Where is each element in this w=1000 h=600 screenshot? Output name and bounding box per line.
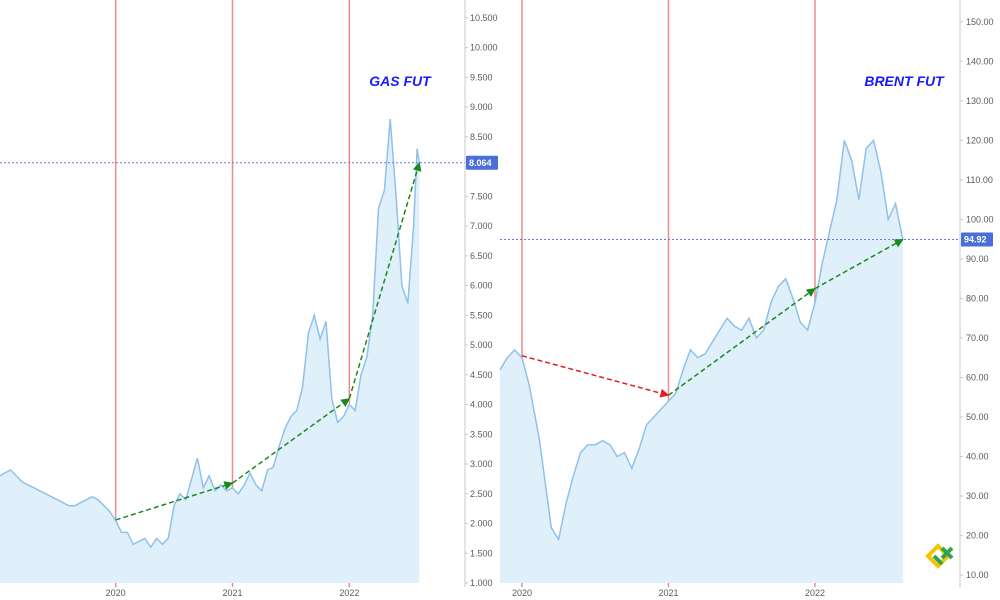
gas-y-tick-10.000: 10.000 (470, 43, 498, 53)
gas-x-axis: 2020 2021 2022 (106, 588, 360, 598)
gas-price-line (0, 118, 421, 549)
brent-y-axis: 10.00 20.00 30.00 40.00 50.00 60.00 70.00 80.00… (960, 17, 994, 580)
gas-trend-arrow-2 (232, 397, 351, 484)
brent-price-line (499, 138, 904, 542)
brent-current-price-badge: 94.92 (961, 232, 993, 247)
gas-y-axis: 1.000 1.500 2.000 2.500 3.000 3.500 4.000 4.500… (465, 13, 498, 588)
brent-current-price-label: 94.92 (964, 234, 987, 244)
gas-y-tick-3.500: 3.500 (470, 429, 493, 439)
gas-x-tick-2021: 2021 (222, 588, 242, 598)
brent-x-tick-2022: 2022 (805, 588, 825, 598)
gas-current-price-badge: 8.064 (466, 155, 498, 170)
gas-price-area (0, 119, 420, 583)
gas-trend-arrows (115, 161, 422, 521)
brent-chart-panel: BRENT FUT 10.00 20.00 30.00 40.00 50.00 60.00… (499, 0, 994, 598)
gas-y-tick-4.500: 4.500 (470, 370, 493, 380)
brand-logo (925, 543, 954, 569)
brent-y-tick-120.00: 120.00 (966, 135, 994, 145)
brent-trend-arrows (521, 238, 904, 398)
brent-y-tick-30.00: 30.00 (966, 491, 989, 501)
brent-x-tick-2021: 2021 (658, 588, 678, 598)
gas-y-tick-2.500: 2.500 (470, 489, 493, 499)
brent-y-tick-40.00: 40.00 (966, 452, 989, 462)
logo-check-icon (932, 554, 944, 566)
gas-y-tick-6.000: 6.000 (470, 281, 493, 291)
gas-y-tick-3.000: 3.000 (470, 459, 493, 469)
brent-y-tick-140.00: 140.00 (966, 56, 994, 66)
brent-x-tick-2020: 2020 (512, 588, 532, 598)
gas-chart-title: GAS FUT (369, 73, 432, 89)
gas-y-tick-8.500: 8.500 (470, 132, 493, 142)
gas-x-tick-2020: 2020 (106, 588, 126, 598)
gas-y-tick-5.000: 5.000 (470, 340, 493, 350)
gas-y-tick-7.500: 7.500 (470, 191, 493, 201)
gas-trend-arrow-1 (115, 481, 234, 521)
gas-trend-arrow-3 (348, 161, 422, 399)
brent-y-tick-110.00: 110.00 (966, 175, 993, 185)
brent-y-tick-60.00: 60.00 (966, 372, 989, 382)
brent-y-tick-10.00: 10.00 (966, 570, 989, 580)
gas-y-tick-7.000: 7.000 (470, 221, 493, 231)
brent-x-axis: 2020 2021 2022 (512, 588, 825, 598)
gas-y-tick-1.000: 1.000 (470, 578, 493, 588)
gas-y-tick-5.500: 5.500 (470, 310, 493, 320)
brent-chart-title: BRENT FUT (864, 73, 945, 89)
gas-y-tick-9.500: 9.500 (470, 72, 493, 82)
gas-y-tick-1.500: 1.500 (470, 548, 493, 558)
brent-y-tick-80.00: 80.00 (966, 293, 989, 303)
logo-cross-icon (940, 546, 954, 560)
brent-y-tick-50.00: 50.00 (966, 412, 989, 422)
gas-y-tick-6.500: 6.500 (470, 251, 493, 261)
gas-y-tick-2.000: 2.000 (470, 519, 493, 529)
gas-y-tick-9.000: 9.000 (470, 102, 493, 112)
gas-y-tick-4.000: 4.000 (470, 400, 493, 410)
brent-y-tick-130.00: 130.00 (966, 96, 994, 106)
brent-y-tick-100.00: 100.00 (966, 214, 994, 224)
brent-y-tick-90.00: 90.00 (966, 254, 989, 264)
brent-trend-arrow-1 (521, 355, 670, 398)
brent-y-tick-70.00: 70.00 (966, 333, 989, 343)
gas-x-tick-2022: 2022 (339, 588, 359, 598)
brent-trend-arrow-3 (814, 238, 904, 290)
brent-trend-arrow-2 (668, 287, 816, 396)
brent-y-tick-20.00: 20.00 (966, 531, 989, 541)
brent-y-tick-150.00: 150.00 (966, 17, 994, 27)
gas-chart-panel: GAS FUT 1.000 1.500 2.000 2.500 3.000 3.500 4.… (0, 0, 498, 598)
gas-current-price-label: 8.064 (469, 158, 492, 168)
gas-y-tick-10.500: 10.500 (470, 13, 498, 23)
brent-price-area (500, 140, 903, 583)
